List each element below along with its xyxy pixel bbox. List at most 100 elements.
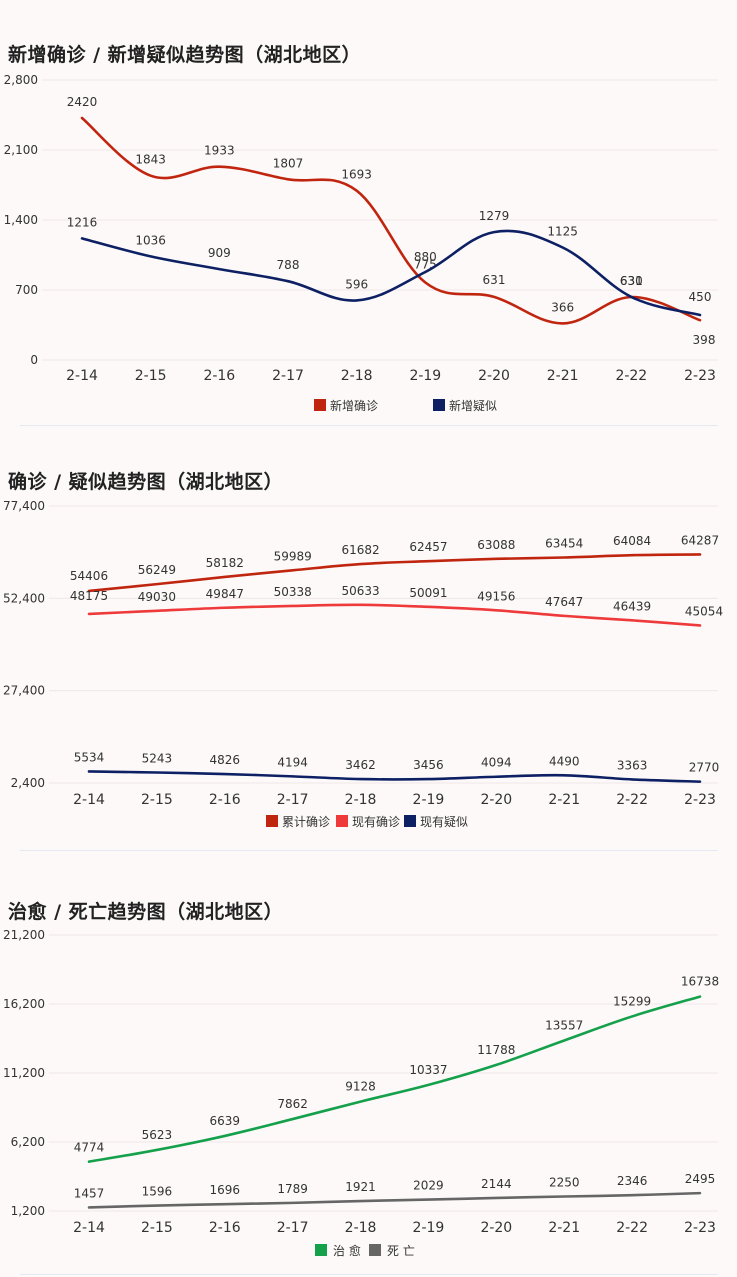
data-label: 15299	[613, 994, 651, 1008]
x-tick-label: 2-15	[135, 368, 167, 384]
data-label: 2495	[685, 1172, 716, 1186]
data-label: 1843	[135, 153, 166, 167]
data-label: 1807	[273, 156, 304, 170]
x-tick-label: 2-20	[480, 792, 512, 808]
data-label: 1933	[204, 144, 235, 158]
y-tick-label: 2,100	[4, 143, 38, 157]
x-tick-label: 2-18	[345, 1220, 377, 1236]
legend-label: 现有确诊	[352, 815, 400, 829]
data-label: 630	[620, 274, 643, 288]
cumulative-chart: 2,400 27,400 52,400 77,400 2-14 2-15 2-16 2-17 2…	[3, 499, 723, 829]
chart-panel-new-cases: 新增确诊 / 新增疑似趋势图（湖北地区） 0 700 1,400 2,100 2,800…	[0, 0, 737, 430]
data-label: 3456	[413, 758, 444, 772]
legend-label: 累计确诊	[282, 815, 330, 829]
data-label: 2029	[413, 1179, 444, 1193]
x-tick-label: 2-19	[413, 1220, 445, 1236]
chart-title: 确诊 / 疑似趋势图（湖北地区）	[8, 471, 284, 493]
y-tick-label: 11,200	[3, 1066, 45, 1080]
data-label: 450	[689, 290, 712, 304]
data-label: 398	[693, 333, 716, 347]
x-tick-label: 2-17	[272, 368, 304, 384]
chart-title: 新增确诊 / 新增疑似趋势图（湖北地区）	[8, 44, 362, 66]
series-line	[80, 229, 702, 317]
x-tick-label: 2-14	[73, 792, 105, 808]
series-line	[87, 770, 702, 783]
data-label: 7862	[277, 1097, 308, 1111]
x-tick-label: 2-19	[413, 792, 445, 808]
data-label: 1216	[67, 215, 98, 229]
data-label: 10337	[409, 1063, 447, 1077]
data-label: 50091	[409, 586, 447, 600]
data-label: 62457	[409, 540, 447, 554]
x-tick-label: 2-20	[478, 368, 510, 384]
x-tick-label: 2-22	[616, 792, 648, 808]
data-label: 366	[551, 300, 574, 314]
data-label: 1693	[341, 168, 372, 182]
data-label: 16738	[681, 975, 719, 989]
data-label: 4194	[277, 755, 308, 769]
legend-label: 治 愈	[333, 1243, 361, 1258]
data-label: 5534	[74, 750, 105, 764]
x-tick-label: 2-21	[548, 792, 580, 808]
y-tick-label: 77,400	[3, 499, 45, 513]
data-label: 5243	[142, 751, 173, 765]
data-label: 3462	[345, 758, 376, 772]
x-tick-label: 2-14	[73, 1220, 105, 1236]
legend-swatch	[336, 815, 348, 827]
data-label: 59989	[274, 549, 312, 563]
data-label: 2250	[549, 1176, 580, 1190]
data-label: 4490	[549, 754, 580, 768]
panel-divider	[20, 425, 718, 426]
legend-label: 现有疑似	[420, 814, 468, 829]
data-label: 63088	[477, 538, 515, 552]
data-label: 1696	[210, 1183, 241, 1197]
data-label: 4774	[74, 1141, 105, 1155]
y-tick-label: 2,400	[11, 776, 45, 790]
data-label: 596	[345, 277, 368, 291]
x-tick-label: 2-17	[277, 1220, 309, 1236]
data-label: 64287	[681, 533, 719, 547]
x-tick-label: 2-19	[409, 368, 441, 384]
chart-title: 治愈 / 死亡趋势图（湖北地区）	[8, 901, 284, 923]
data-label: 2770	[689, 761, 720, 775]
data-label: 47647	[545, 595, 583, 609]
data-label: 788	[277, 258, 300, 272]
x-tick-label: 2-22	[615, 368, 647, 384]
panel-divider	[20, 850, 718, 851]
data-label: 1457	[74, 1186, 105, 1200]
legend-swatch	[369, 1244, 381, 1256]
legend-swatch	[314, 399, 326, 411]
x-tick-label: 2-16	[209, 1220, 241, 1236]
y-tick-label: 21,200	[3, 928, 45, 942]
y-tick-label: 16,200	[3, 997, 45, 1011]
data-label: 46439	[613, 599, 651, 613]
data-label: 64084	[613, 534, 651, 548]
data-label: 63454	[545, 537, 583, 551]
y-tick-label: 1,400	[4, 213, 38, 227]
data-label: 2346	[617, 1174, 648, 1188]
x-tick-label: 2-21	[547, 368, 579, 384]
x-tick-label: 2-16	[209, 792, 241, 808]
data-label: 2420	[67, 95, 98, 109]
chart-panel-cumulative: 确诊 / 疑似趋势图（湖北地区） 2,400 27,400 52,400 77,400…	[3, 471, 723, 829]
x-tick-label: 2-23	[684, 368, 716, 384]
legend-swatch	[315, 1244, 327, 1256]
legend-swatch	[433, 399, 445, 411]
data-label: 6639	[210, 1114, 241, 1128]
y-tick-label: 27,400	[3, 684, 45, 698]
panel-divider	[20, 1274, 718, 1275]
data-label: 1279	[479, 209, 510, 223]
data-label: 4826	[210, 753, 241, 767]
x-tick-label: 2-18	[341, 368, 373, 384]
data-label: 49847	[206, 587, 244, 601]
data-label: 631	[620, 274, 643, 288]
series-line	[87, 995, 702, 1163]
data-label: 1125	[547, 225, 578, 239]
new-cases-chart: 0 700 1,400 2,100 2,800 2-14 2-15 2-16 2-17 2-18 2…	[4, 73, 718, 413]
legend-label: 死 亡	[387, 1244, 415, 1258]
x-tick-label: 2-23	[684, 792, 716, 808]
data-label: 54406	[70, 569, 108, 583]
data-label: 13557	[545, 1018, 583, 1032]
data-label: 880	[414, 250, 437, 264]
